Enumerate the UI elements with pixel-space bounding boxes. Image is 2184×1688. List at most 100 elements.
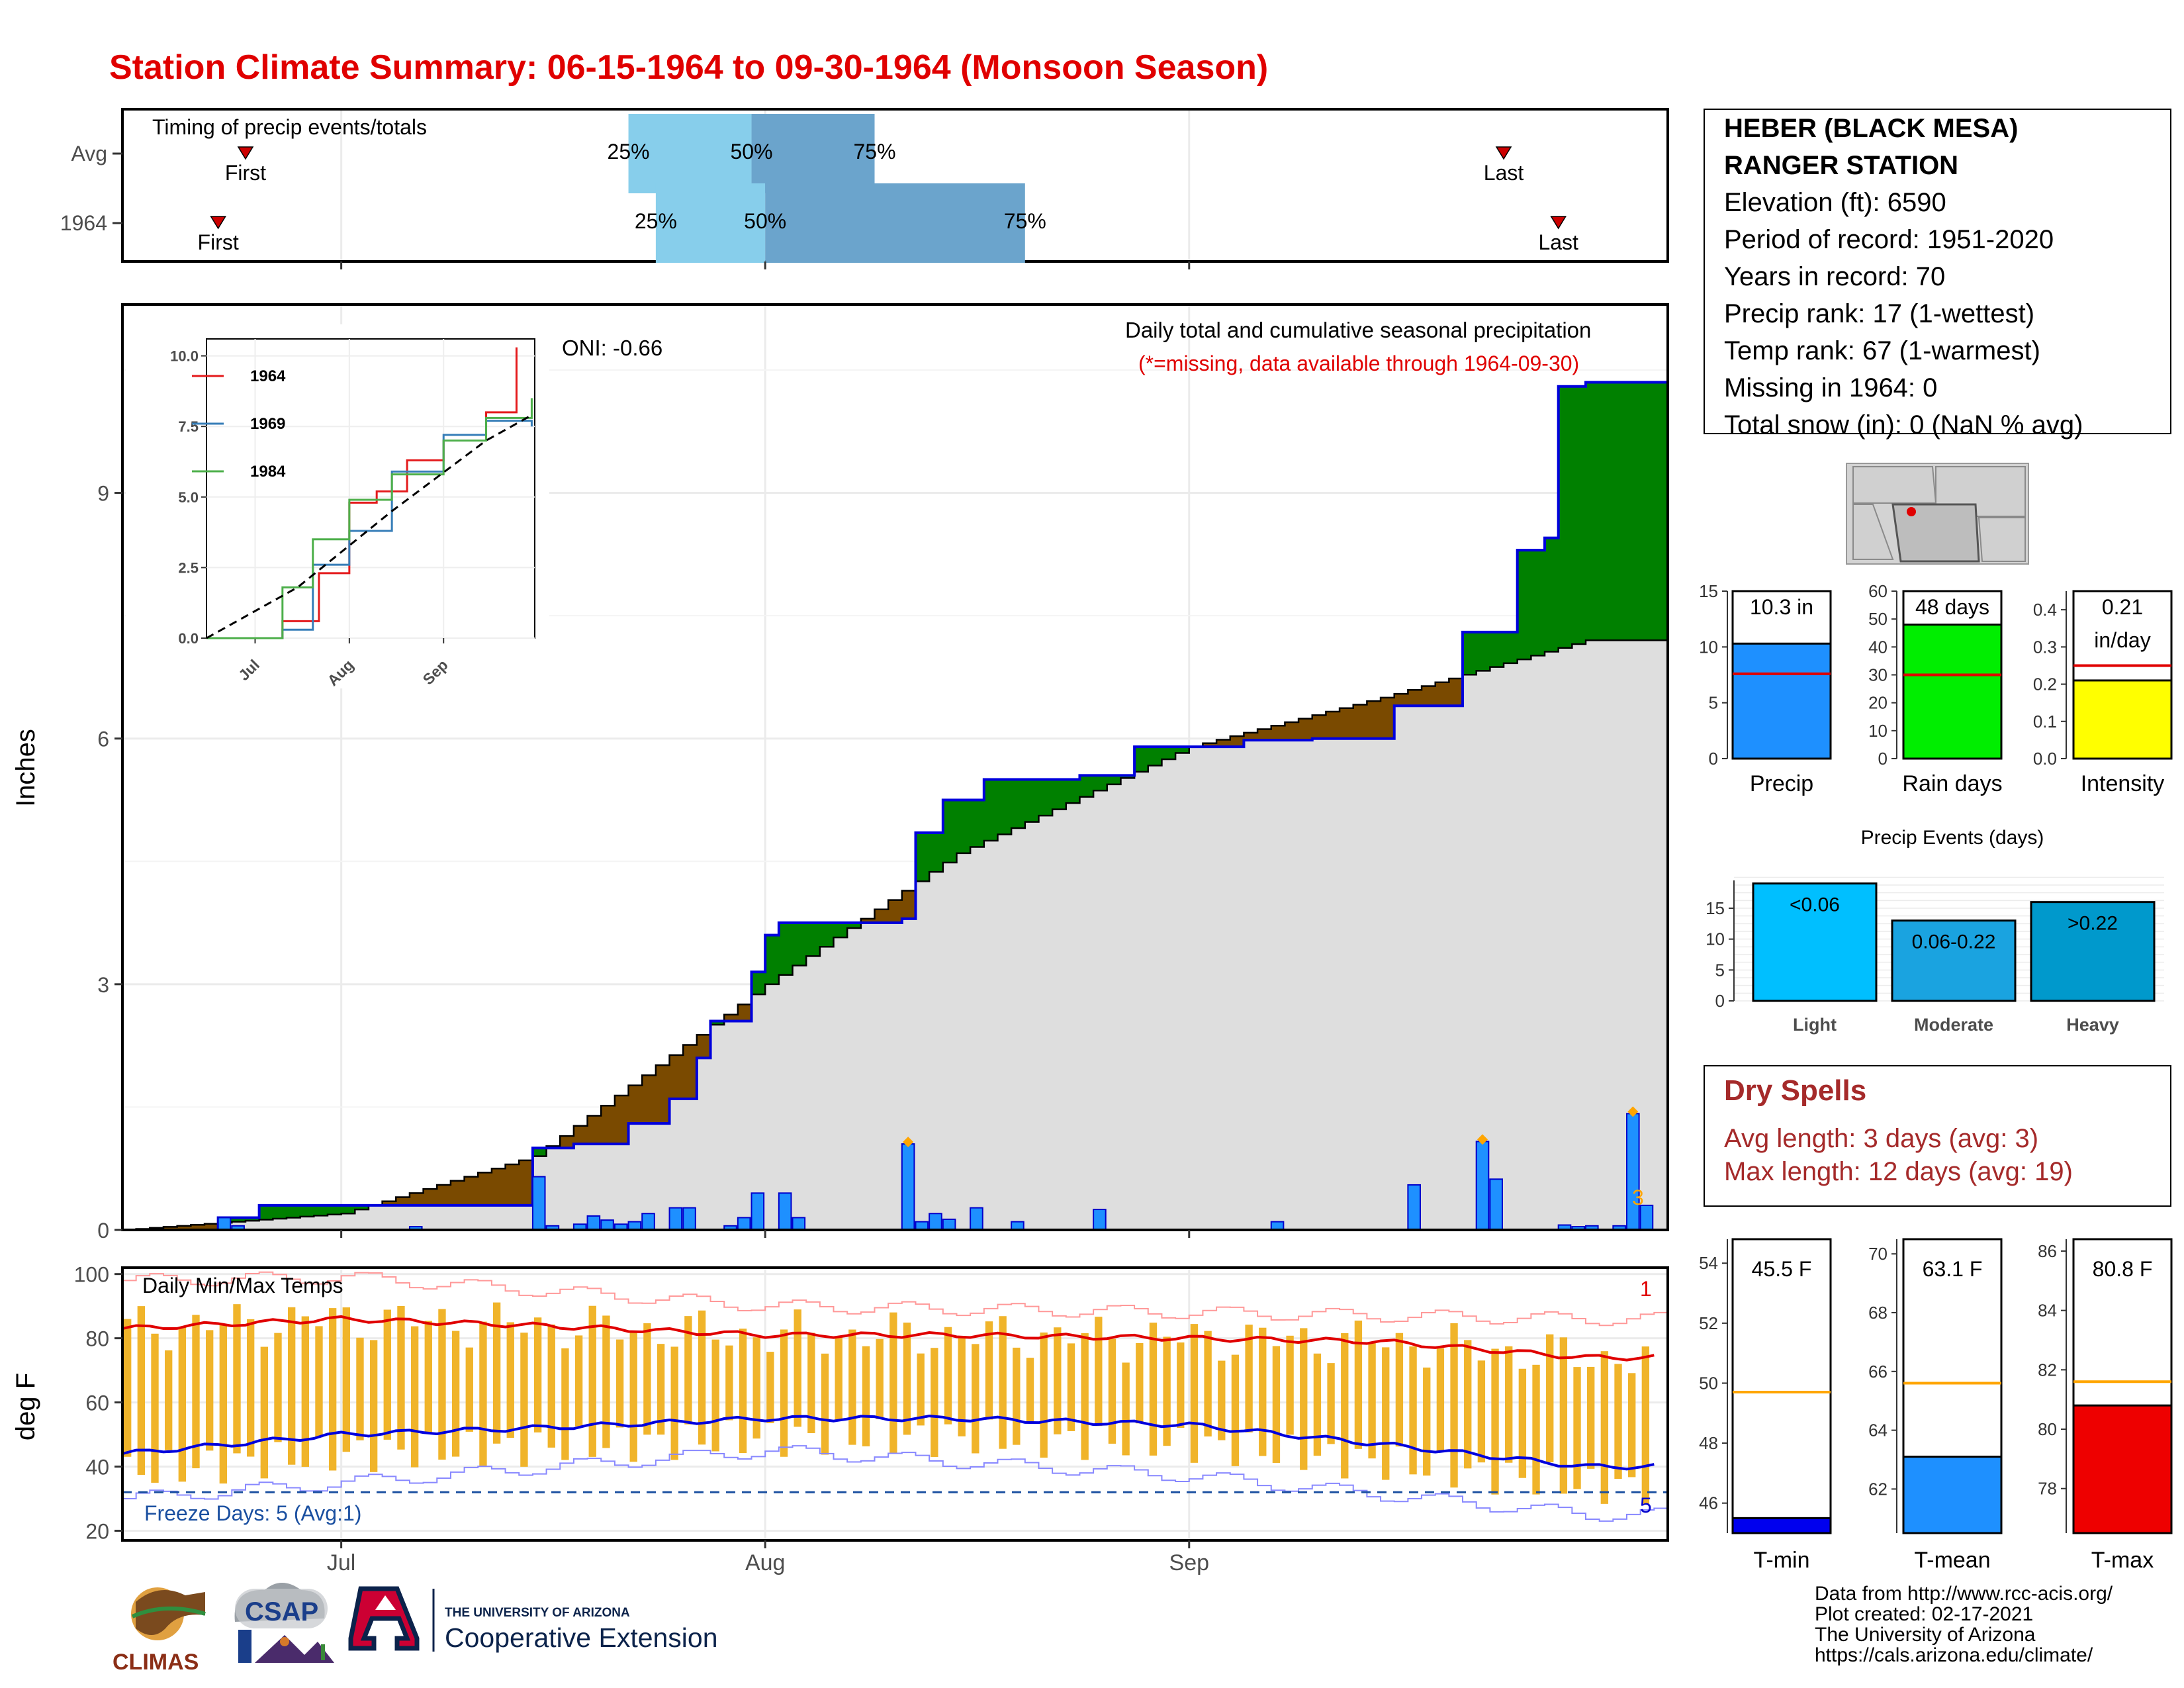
summary-value-label: 0.21 [2102,595,2143,619]
temp-summary-bar-T-max [2072,1404,2173,1534]
temp-daily-range-bar [629,1331,637,1462]
precip-daily-bar [778,1192,792,1231]
temp-daily-range-bar [1382,1347,1390,1480]
precip-daily-bar [1093,1209,1107,1231]
precip-anomaly-fill [860,918,876,923]
timing-last-marker [1550,216,1567,230]
summary-value-label: 48 days [1915,595,1989,619]
temp-daily-range-bar [315,1326,323,1438]
precip-anomaly-fill [232,1217,246,1222]
timing-p75-label: 75% [1004,209,1046,233]
temp-daily-range-bar [1177,1342,1185,1429]
precip-anomaly-fill [901,890,917,919]
precip-anomaly-fill [532,1148,547,1156]
precip-anomaly-fill [983,779,999,841]
precip-anomaly-fill [273,1205,287,1219]
precip-extreme-marker [1627,1106,1639,1117]
precip-anomaly-fill [683,1045,698,1100]
temp-summary-ytick-label: 66 [1868,1362,1888,1382]
precip-daily-bar [531,1176,546,1231]
temp-daily-range-bar [684,1316,692,1425]
dry-spells-max: Max length: 12 days (avg: 19) [1724,1157,2073,1186]
temp-daily-range-bar [917,1353,925,1426]
precip-anomaly-fill [423,1189,437,1205]
precip-daily-bar [1626,1113,1640,1231]
temp-ytick-label: 100 [74,1263,109,1287]
temp-daily-range-bar [328,1308,337,1471]
footer-university: The University of Arizona [1815,1624,2036,1646]
events-ytick-label: 5 [1715,960,1725,980]
precip-anomaly-fill [1545,538,1559,652]
events-category-label: Light [1793,1015,1837,1035]
summary-label: Rain days [1902,771,2002,796]
precip-anomaly-fill [450,1180,465,1205]
precip-frame [121,303,1669,1231]
precip-anomaly-fill [1586,382,1600,641]
temp-daily-range-bar [670,1346,678,1460]
precip-anomaly-fill [191,1225,205,1230]
events-ytick-label: 0 [1715,991,1725,1011]
inset-legend-label: 1964 [250,367,286,385]
precip-daily-bar [792,1217,806,1231]
precip-anomaly-fill [1613,382,1627,641]
temp-daily-range-bar [1163,1336,1171,1446]
dry-spells-avg: Avg length: 3 days (avg: 3) [1724,1124,2038,1153]
precip-extreme-marker [903,1137,914,1148]
timing-row-label: 1964 [60,211,107,235]
events-bar-Moderate [1891,919,2017,1002]
month-label: Sep [1169,1550,1210,1575]
precip-anomaly-fill [1093,775,1108,791]
precip-anomaly-fill [1052,779,1067,810]
summary-ytick-label: 0.1 [2033,712,2057,731]
precip-anomaly-fill [710,1021,725,1025]
station-name-line2: RANGER STATION [1724,151,1959,180]
university-of-arizona-logo: THE UNIVERSITY OF ARIZONA Cooperative Ex… [348,1586,718,1653]
extreme-count: 3 [1632,1186,1644,1209]
temp-summary-value-label: 45.5 F [1752,1257,1812,1281]
temp-daily-range-bar [342,1307,350,1452]
precip-anomaly-fill [382,1201,396,1205]
timing-first-label: First [198,230,239,254]
temp-daily-range-bar [944,1327,952,1425]
precip-anomaly-fill [970,800,985,847]
summary-ytick-label: 30 [1868,665,1888,685]
precip-anomaly-fill [1285,722,1299,741]
temp-daily-range-bar [369,1340,378,1472]
precip-ytick-label: 0 [97,1219,109,1243]
temp-daily-range-bar [410,1326,419,1468]
precip-anomaly-fill [724,1014,739,1021]
timing-last-marker [1495,146,1512,160]
record-high-line [122,1271,1668,1327]
temp-daily-range-bar [848,1329,856,1445]
precip-daily-bar [668,1207,683,1231]
precip-anomaly-fill [1558,386,1572,648]
precip-daily-bar [682,1207,696,1231]
station-temp-rank: Temp rank: 67 (1-warmest) [1724,336,2040,365]
precip-anomaly-fill [1230,736,1245,747]
temp-daily-range-bar [1395,1333,1404,1447]
summary-ytick-label: 5 [1709,693,1718,713]
temp-daily-range-bar [1286,1335,1294,1435]
precip-anomaly-fill [1312,715,1327,739]
precip-anomaly-fill [1353,704,1367,739]
temp-daily-range-bar [931,1348,938,1457]
station-snow: Total snow (in): 0 (NaN % avg) [1724,410,2083,440]
temp-daily-range-bar [260,1346,269,1479]
avg-min-line [122,1415,1655,1471]
precip-anomaly-fill [259,1205,273,1220]
precip-anomaly-fill [888,900,903,923]
temp-daily-range-bar [424,1321,432,1432]
temp-daily-range-bar [657,1344,665,1435]
ua-big-text: Cooperative Extension [445,1622,718,1653]
temp-summary-ytick-label: 54 [1699,1253,1718,1273]
precip-anomaly-fill [1079,775,1094,797]
temp-daily-range-bar [287,1307,296,1465]
temp-summary-bar-T-min [1731,1517,1832,1534]
precip-avg-area [122,640,1668,1230]
dry-spells-box [1704,1065,2171,1207]
precip-anomaly-fill [1326,712,1340,739]
precip-anomaly-fill [1161,747,1176,759]
temp-daily-range-bar [205,1330,214,1451]
temp-daily-range-bar [1013,1347,1021,1445]
summary-ytick-label: 0 [1709,749,1718,769]
